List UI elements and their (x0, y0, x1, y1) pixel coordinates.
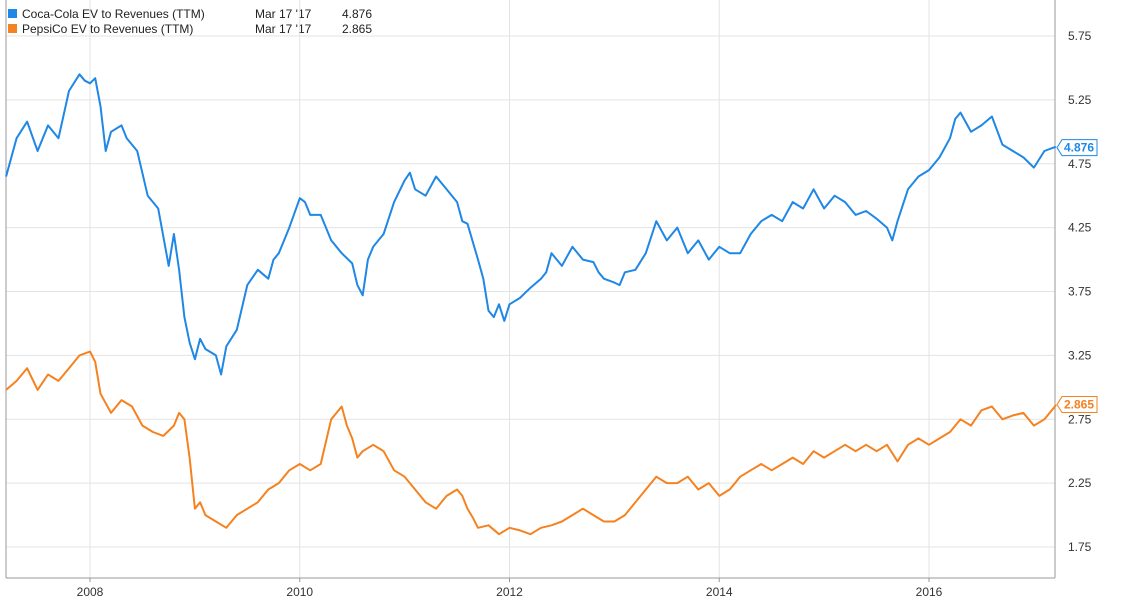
x-tick-label: 2008 (77, 585, 104, 599)
legend-date: Mar 17 '17 (255, 21, 312, 36)
legend-swatch-coca-cola (8, 9, 17, 18)
legend-value: 2.865 (342, 21, 373, 36)
end-value-label: 4.876 (1064, 141, 1094, 155)
end-value-box (1056, 396, 1098, 414)
legend-item-coca-cola[interactable]: Coca-Cola EV to Revenues (TTM) Mar 17 '1… (8, 6, 402, 21)
x-tick-label: 2014 (706, 585, 733, 599)
legend-series-name: PepsiCo EV to Revenues (TTM) (22, 21, 194, 36)
legend-series-name: Coca-Cola EV to Revenues (TTM) (22, 6, 205, 21)
y-tick-label: 5.75 (1068, 29, 1092, 43)
y-tick-label: 4.25 (1068, 221, 1092, 235)
y-tick-label: 5.25 (1068, 93, 1092, 107)
x-tick-label: 2016 (916, 585, 943, 599)
end-value-box (1056, 139, 1098, 157)
end-value-label: 2.865 (1064, 398, 1094, 412)
legend-date: Mar 17 '17 (255, 6, 312, 21)
y-tick-label: 3.75 (1068, 285, 1092, 299)
y-tick-label: 4.75 (1068, 157, 1092, 171)
legend-swatch-pepsico (8, 24, 17, 33)
legend: Coca-Cola EV to Revenues (TTM) Mar 17 '1… (8, 6, 402, 36)
y-tick-label: 2.75 (1068, 412, 1092, 426)
y-tick-label: 3.25 (1068, 348, 1092, 362)
legend-value: 4.876 (342, 6, 373, 21)
x-tick-label: 2010 (286, 585, 313, 599)
series-line-pepsico[interactable] (5, 350, 1057, 536)
series-line-coca-cola[interactable] (5, 73, 1057, 376)
y-tick-label: 2.25 (1068, 476, 1092, 490)
y-tick-label: 1.75 (1068, 540, 1092, 554)
x-tick-label: 2012 (496, 585, 523, 599)
legend-item-pepsico[interactable]: PepsiCo EV to Revenues (TTM) Mar 17 '17 … (8, 21, 402, 36)
